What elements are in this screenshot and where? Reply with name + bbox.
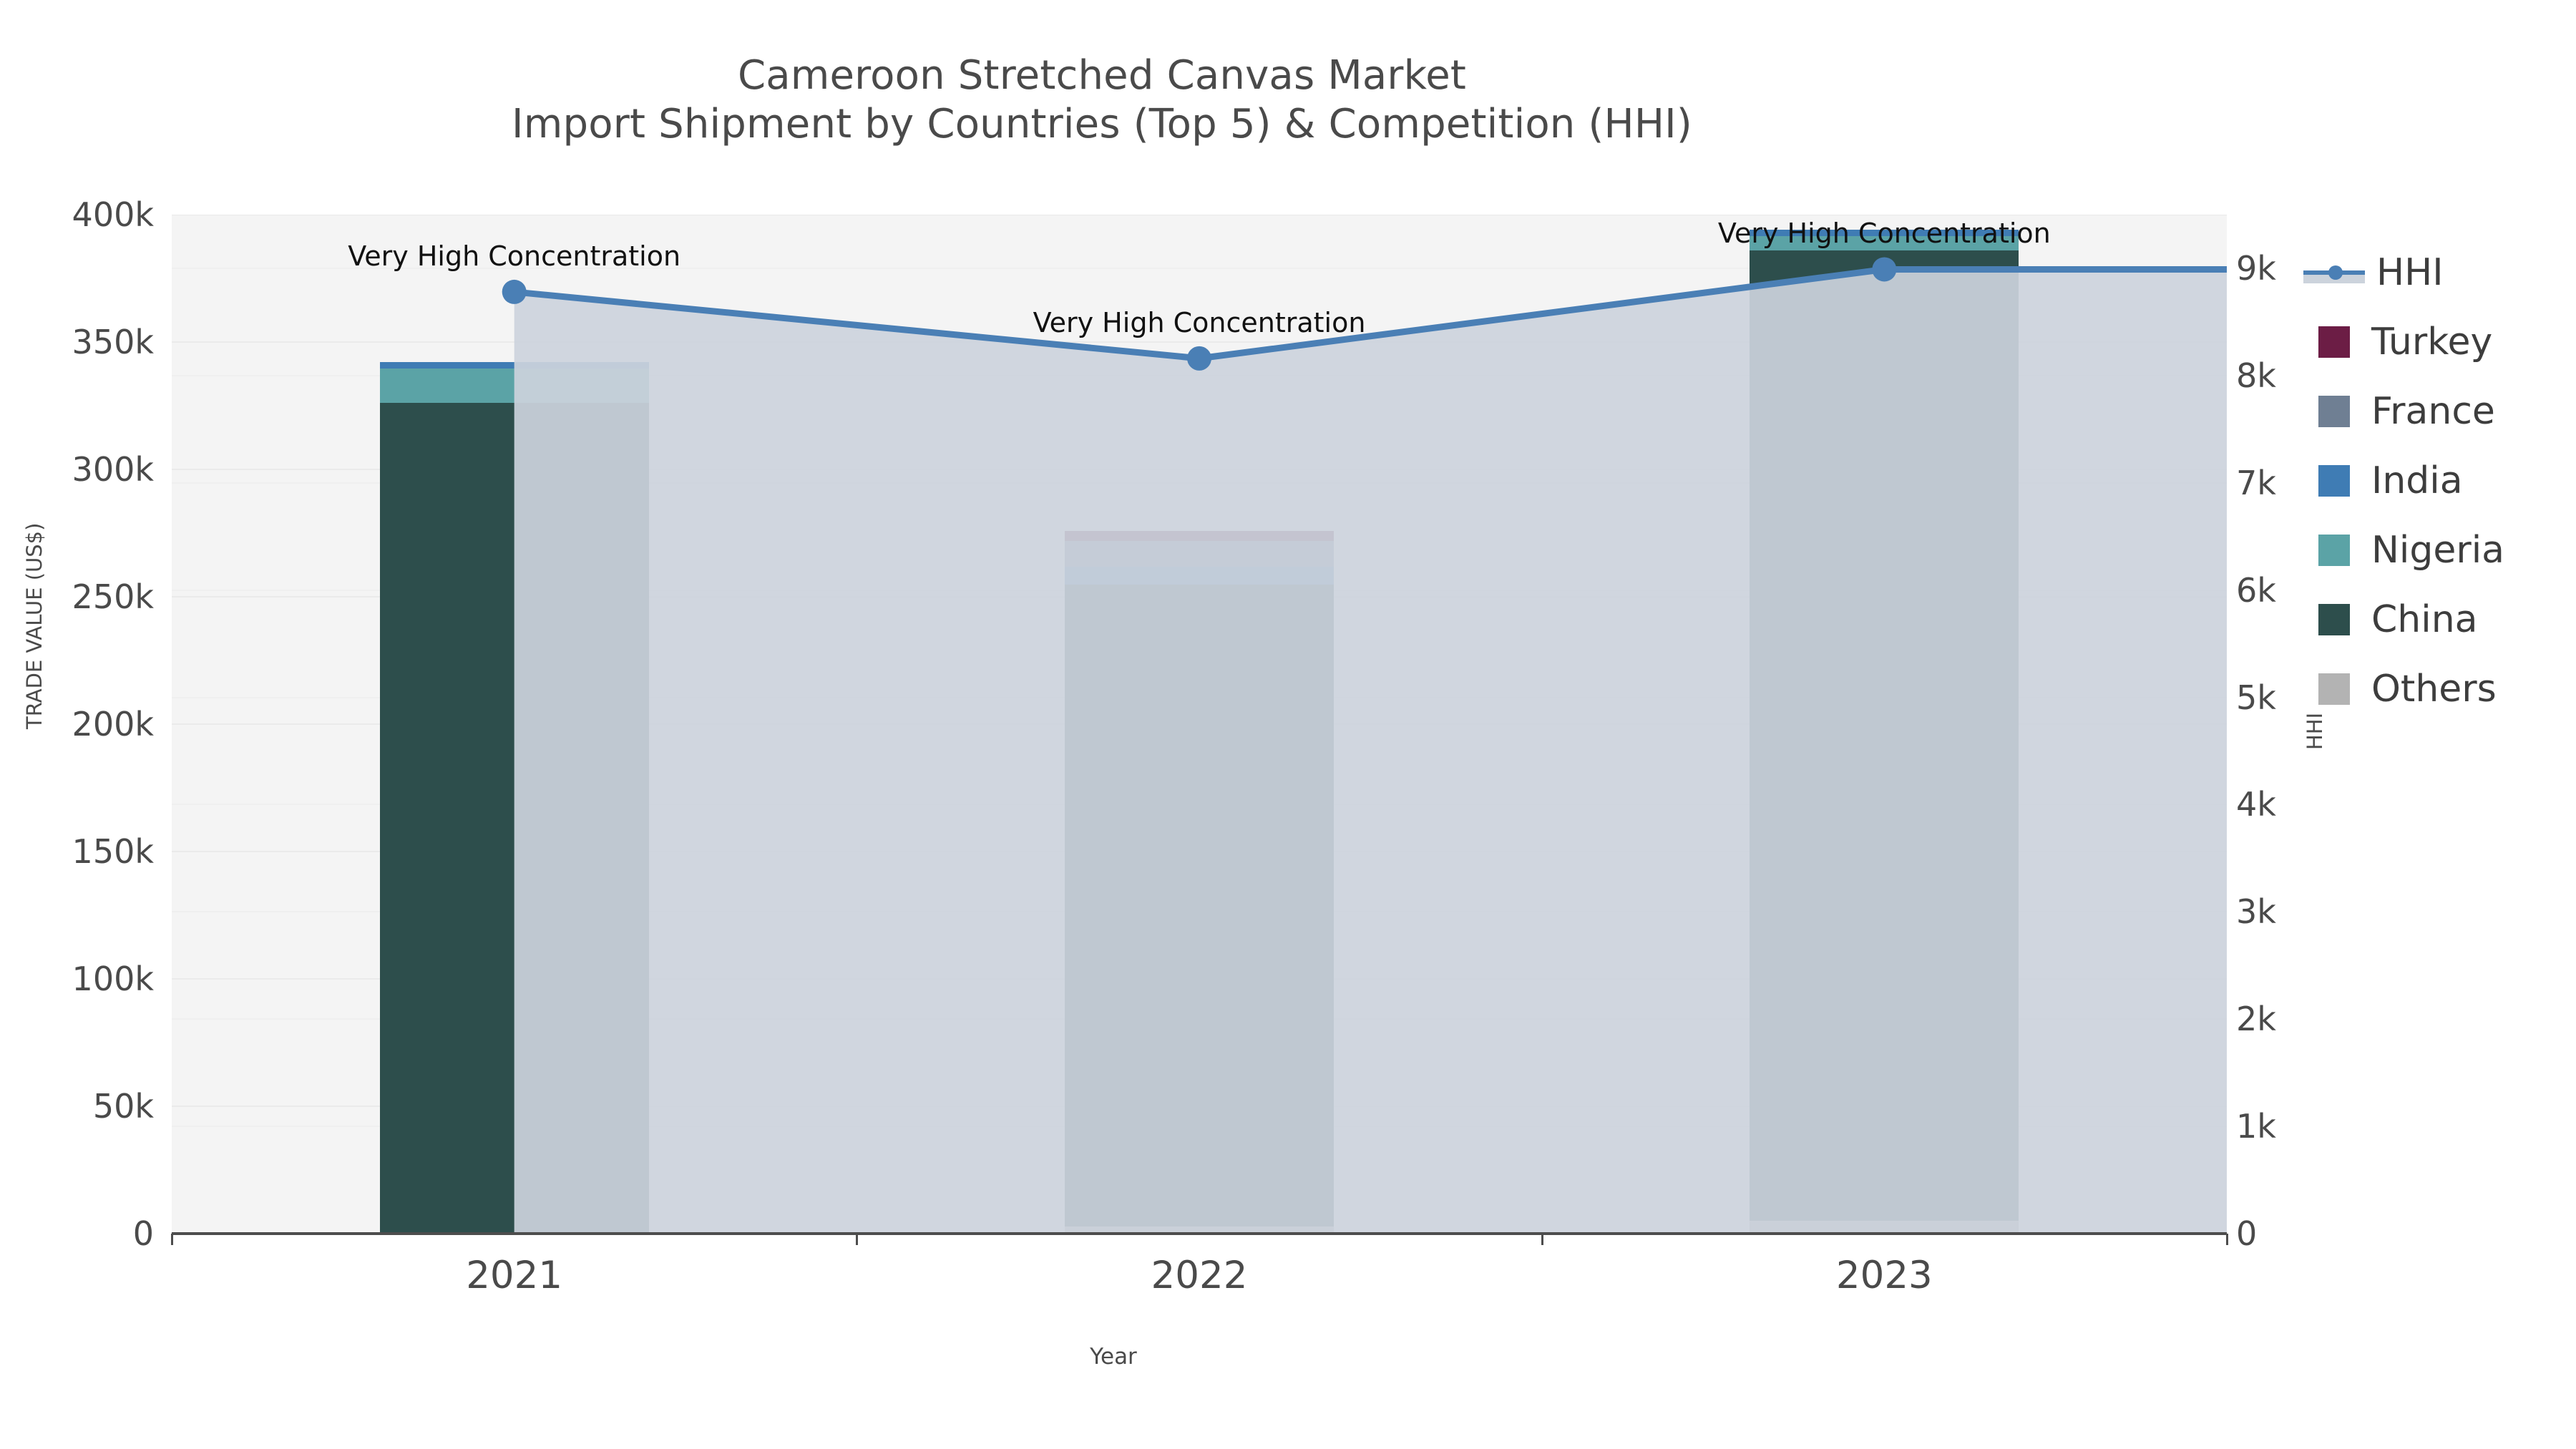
- bar-segment-india-2021: [379, 362, 649, 369]
- annotation-2023: Very High Concentration: [1717, 218, 2051, 250]
- legend-line-marker-icon: [2328, 265, 2343, 280]
- y-tick-right-3k: 3k: [2236, 892, 2276, 932]
- legend-swatch-turkey: [2318, 326, 2350, 358]
- y-tick-right-4k: 4k: [2236, 785, 2276, 824]
- x-tick-label-2021: 2021: [466, 1254, 563, 1297]
- x-tick-mark: [856, 1234, 859, 1245]
- y-tick-right-1k: 1k: [2236, 1107, 2276, 1146]
- annotation-2021: Very High Concentration: [348, 240, 681, 272]
- x-axis-line: [172, 1232, 2227, 1235]
- gridline-left: [172, 341, 2227, 343]
- x-tick-mark: [171, 1234, 173, 1245]
- y-tick-left-100k: 100k: [72, 960, 154, 998]
- y-tick-right-8k: 8k: [2236, 356, 2276, 395]
- x-tick-label-2023: 2023: [1835, 1254, 1933, 1297]
- legend-label-china: China: [2371, 597, 2478, 641]
- legend-swatch-others: [2318, 673, 2350, 705]
- legend-label-turkey: Turkey: [2371, 320, 2493, 364]
- legend-label-india: India: [2371, 459, 2463, 502]
- x-tick-mark: [2226, 1234, 2228, 1245]
- legend-swatch-china: [2318, 603, 2350, 635]
- legend-item-nigeria[interactable]: Nigeria: [2318, 515, 2576, 585]
- y-tick-right-9k: 9k: [2236, 248, 2276, 288]
- y-tick-right-2k: 2k: [2236, 1000, 2276, 1039]
- y-tick-left-200k: 200k: [72, 705, 154, 743]
- hhi-marker-2021: [502, 279, 527, 304]
- legend-line-icon: [2303, 257, 2365, 288]
- x-tick-label-2022: 2022: [1151, 1254, 1248, 1297]
- y-tick-left-400k: 400k: [72, 195, 154, 234]
- legend-swatch-france: [2318, 395, 2350, 427]
- gridline-right: [172, 267, 2227, 269]
- legend-item-china[interactable]: China: [2318, 585, 2576, 654]
- y-tick-left-150k: 150k: [72, 832, 154, 871]
- y-tick-left-50k: 50k: [92, 1087, 154, 1126]
- y-tick-right-5k: 5k: [2236, 678, 2276, 717]
- legend-item-france[interactable]: France: [2318, 376, 2576, 446]
- bar-segment-nigeria-2023: [1750, 235, 2019, 251]
- annotation-2022: Very High Concentration: [1033, 306, 1366, 338]
- y-tick-left-350k: 350k: [72, 323, 154, 361]
- y-axis-right-labels: 0 1k 2k 3k 4k 5k 6k 7k 8k 9k: [2236, 0, 2522, 1449]
- hhi-marker-2022: [1187, 346, 1211, 371]
- hhi-series: [502, 257, 2227, 1234]
- legend-label-hhi: HHI: [2376, 250, 2444, 294]
- plot-area: [172, 215, 2227, 1234]
- hhi-marker-2023: [1872, 257, 1897, 282]
- chart-title: Cameroon Stretched Canvas Market Import …: [0, 52, 2204, 150]
- x-axis-title: Year: [1090, 1344, 1137, 1370]
- legend-item-others[interactable]: Others: [2318, 654, 2576, 723]
- chart-title-subtitle: Import Shipment by Countries (Top 5) & C…: [512, 101, 1692, 148]
- y-tick-left-0: 0: [132, 1214, 154, 1253]
- legend-label-others: Others: [2371, 667, 2497, 711]
- hhi-area-fill: [514, 269, 2227, 1234]
- x-tick-mark: [1541, 1234, 1543, 1245]
- legend-swatch-india: [2318, 464, 2350, 497]
- legend-item-hhi[interactable]: HHI: [2303, 238, 2576, 307]
- y-tick-left-250k: 250k: [72, 577, 154, 616]
- legend-item-turkey[interactable]: Turkey: [2318, 307, 2576, 376]
- y-tick-right-7k: 7k: [2236, 463, 2276, 502]
- legend: HHI Turkey France India Nigeria China Others: [2303, 238, 2576, 723]
- chart-title-main: Cameroon Stretched Canvas Market: [737, 52, 1467, 99]
- hhi-line: [511, 265, 2227, 362]
- y-tick-right-6k: 6k: [2236, 570, 2276, 610]
- y-tick-right-0: 0: [2236, 1214, 2258, 1253]
- legend-label-nigeria: Nigeria: [2371, 528, 2505, 572]
- y-axis-left-title: TRADE VALUE (US$): [22, 522, 47, 729]
- y-tick-left-300k: 300k: [72, 450, 154, 489]
- legend-item-india[interactable]: India: [2318, 446, 2576, 515]
- y-axis-left-labels: 0 50k 100k 150k 200k 250k 300k 350k 400k: [0, 0, 154, 1449]
- legend-swatch-nigeria: [2318, 534, 2350, 566]
- bar-segment-india-2023: [1750, 230, 2019, 236]
- legend-label-france: France: [2371, 389, 2495, 433]
